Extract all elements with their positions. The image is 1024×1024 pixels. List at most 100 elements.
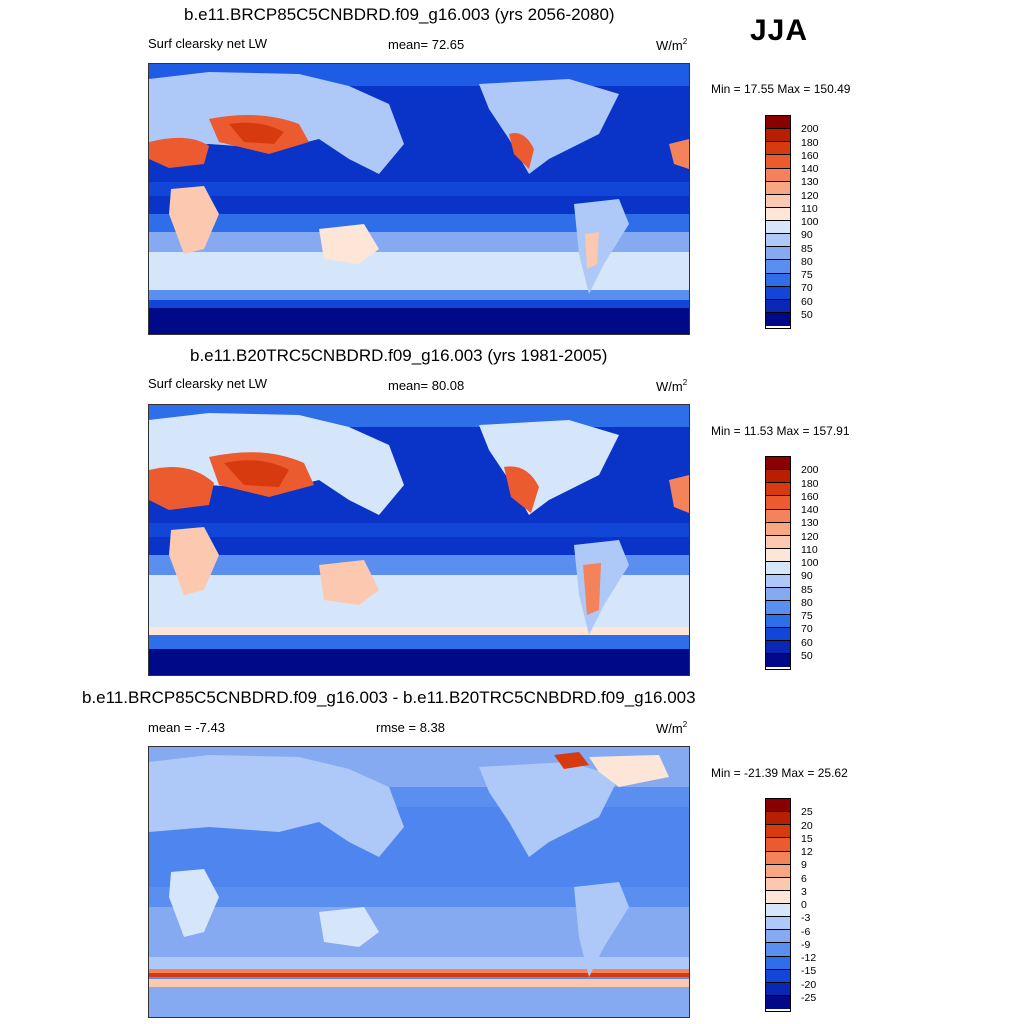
- colorbar-tick-label: 140: [801, 163, 819, 175]
- greenland-land: [589, 755, 669, 787]
- colorbar-swatch: [766, 234, 790, 248]
- mean-label: mean = -7.43: [148, 720, 225, 735]
- colorbar-tick-label: 160: [801, 490, 819, 503]
- colorbar-swatch: [766, 969, 790, 983]
- sahara-hot-zone: [149, 137, 209, 168]
- map-future-svg: [149, 64, 689, 334]
- colorbar-swatch: [766, 496, 790, 510]
- units-text: W/m: [656, 38, 683, 53]
- colorbar-tick-label: 6: [801, 872, 807, 885]
- colorbar-tick-label: 3: [801, 885, 807, 898]
- minmax-label: Min = 11.53 Max = 157.91: [711, 424, 850, 438]
- colorbar-swatch: [766, 601, 790, 615]
- antarctica-band: [149, 649, 689, 675]
- colorbar-difference: [765, 798, 791, 1012]
- colorbar-tick-label: 85: [801, 242, 813, 255]
- colorbar-tick-label: 85: [801, 583, 813, 596]
- map-difference-svg: [149, 747, 689, 1017]
- colorbar-tick-label: 60: [801, 295, 813, 308]
- diff-warm-stripe-a: [149, 969, 689, 975]
- diff-antarctica-band: [149, 987, 689, 1017]
- colorbar-tick-label: 200: [801, 464, 819, 477]
- colorbar-swatch: [766, 627, 790, 641]
- colorbar-tick-label: 90: [801, 229, 813, 242]
- colorbar-swatch: [766, 548, 790, 562]
- colorbar-tick-label: 130: [801, 176, 819, 189]
- season-label: JJA: [750, 14, 809, 47]
- minmax-label: Min = -21.39 Max = 25.62: [711, 766, 848, 780]
- diff-warm-stripe-c: [149, 979, 689, 987]
- colorbar-swatch: [766, 207, 790, 221]
- east-edge-hot-zone: [669, 139, 689, 169]
- africa-south-land: [169, 869, 219, 937]
- colorbar-swatch: [766, 457, 790, 471]
- colorbar-tick-label: 50: [801, 649, 813, 662]
- colorbar-swatch: [766, 221, 790, 235]
- colorbar-swatch: [766, 877, 790, 891]
- colorbar-tick-label: -6: [801, 925, 811, 938]
- colorbar-tick-label: 0: [801, 899, 807, 911]
- colorbar-tick-label: 80: [801, 255, 813, 268]
- rmse-label: rmse = 8.38: [376, 720, 446, 735]
- antarctica-band: [149, 308, 689, 334]
- colorbar-swatch: [766, 562, 790, 576]
- colorbar-swatch: [766, 286, 790, 300]
- east-edge-hot-zone: [669, 475, 689, 513]
- colorbar-tick-label: 70: [801, 623, 813, 636]
- colorbar-swatch: [766, 851, 790, 865]
- colorbar-tick-label: -9: [801, 938, 811, 951]
- colorbar-tick-label: 80: [801, 596, 813, 609]
- panel-title: b.e11.BRCP85C5CNBDRD.f09_g16.003 (yrs 20…: [184, 5, 615, 24]
- colorbar-swatch: [766, 799, 790, 813]
- west-us-hot-zone: [509, 133, 534, 169]
- south-america-warm: [583, 563, 601, 615]
- colorbar-tick-label: 110: [801, 543, 818, 556]
- africa-south-land: [169, 186, 219, 254]
- colorbar-swatch: [766, 142, 790, 156]
- units-text: W/m: [656, 379, 683, 394]
- north-america-land: [479, 79, 619, 174]
- colorbar-swatch: [766, 470, 790, 484]
- sahara-hot-zone: [149, 466, 214, 510]
- colorbar-swatch: [766, 943, 790, 957]
- units-sup: 2: [682, 378, 688, 387]
- colorbar-swatch: [766, 982, 790, 996]
- colorbar-tick-label: 140: [801, 504, 819, 516]
- australia-land: [319, 224, 379, 264]
- units-sup: 2: [682, 720, 688, 729]
- colorbar-tick-label: 160: [801, 149, 819, 162]
- units-label: W/m2: [656, 720, 687, 736]
- map-present: [148, 404, 690, 676]
- colorbar-swatch: [766, 614, 790, 628]
- south-ocean-band-a: [149, 214, 689, 236]
- colorbar-swatch: [766, 956, 790, 970]
- colorbar-tick-label: 180: [801, 477, 819, 490]
- west-us-hot-zone: [504, 466, 539, 513]
- australia-land: [319, 560, 379, 605]
- colorbar-swatch: [766, 181, 790, 195]
- colorbar-tick-label: 50: [801, 308, 813, 321]
- panel-present: b.e11.B20TRC5CNBDRD.f09_g16.003 (yrs 198…: [148, 346, 850, 676]
- eurasia-land: [149, 755, 404, 857]
- colorbar-tick-label: 70: [801, 282, 813, 295]
- colorbar-tick-label: 15: [801, 832, 813, 845]
- units-text: W/m: [656, 721, 683, 736]
- colorbar-swatch: [766, 653, 790, 667]
- south-america-land: [574, 882, 629, 977]
- tropical-band: [149, 523, 689, 537]
- colorbar-present: [765, 456, 791, 670]
- colorbar-tick-label: 200: [801, 123, 819, 136]
- mean-label: mean= 80.08: [388, 378, 465, 393]
- colorbar-swatch: [766, 168, 790, 182]
- colorbar-tick-label: -15: [801, 965, 817, 978]
- diff-south-light: [149, 957, 689, 971]
- colorbar-swatch: [766, 995, 790, 1009]
- south-america-warm: [585, 232, 599, 269]
- colorbar-tick-label: 60: [801, 636, 813, 649]
- south-ocean-band-d: [149, 290, 689, 302]
- colorbar-swatch: [766, 312, 790, 326]
- colorbar-future: [765, 115, 791, 329]
- colorbar-swatch: [766, 575, 790, 589]
- mean-label: mean= 72.65: [388, 37, 465, 52]
